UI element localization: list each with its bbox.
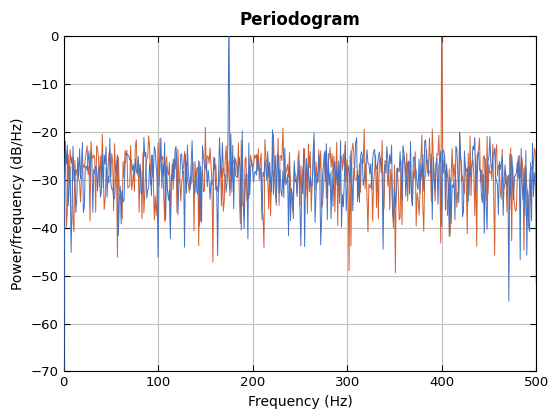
- Title: Periodogram: Periodogram: [240, 11, 360, 29]
- X-axis label: Frequency (Hz): Frequency (Hz): [248, 395, 352, 409]
- Y-axis label: Power/frequency (dB/Hz): Power/frequency (dB/Hz): [11, 118, 25, 290]
